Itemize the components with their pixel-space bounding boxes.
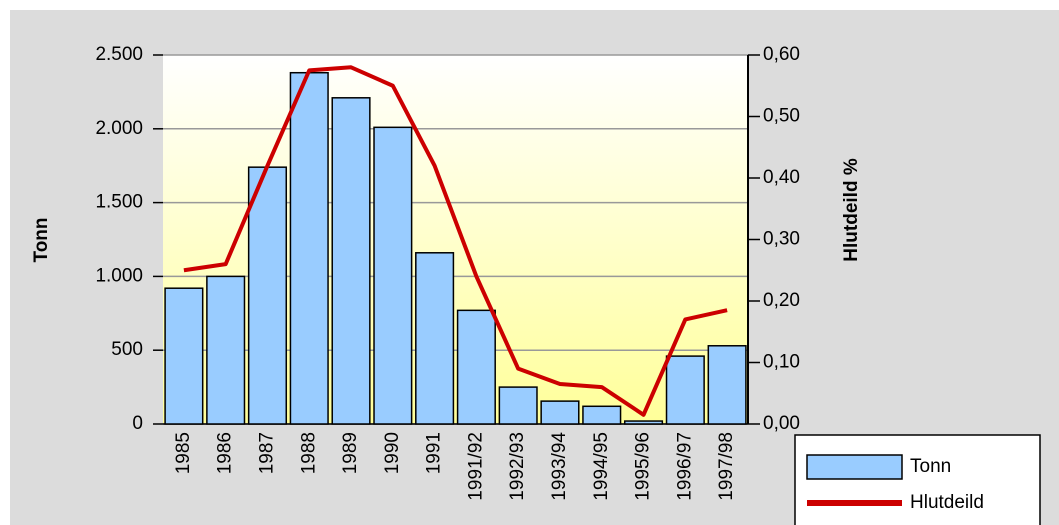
x-tick-label: 1988 [298, 432, 319, 474]
y-tick-label: 500 [111, 339, 143, 360]
y2-tick-label: 0,20 [763, 290, 800, 311]
bar [164, 287, 204, 425]
bar [623, 420, 664, 425]
y-tick-label: 1.500 [95, 192, 143, 213]
y2-tick-label: 0,50 [763, 106, 800, 127]
y-axis-title: Tonn [31, 217, 52, 262]
y2-tick-label: 0,00 [763, 413, 800, 434]
x-tick-label: 1997/98 [716, 432, 737, 501]
bar [289, 71, 329, 425]
y2-tick-label: 0,40 [763, 167, 800, 188]
x-tick-label: 1992/93 [507, 432, 528, 501]
bar [373, 126, 413, 425]
bar [707, 345, 747, 425]
bar [206, 275, 246, 425]
legend-label: Tonn [910, 456, 951, 477]
y2-tick-label: 0,30 [763, 229, 800, 250]
x-tick-label: 1987 [256, 432, 277, 474]
legend-box [794, 434, 1041, 525]
bar [415, 252, 455, 425]
x-tick-label: 1993/94 [549, 432, 570, 501]
x-tick-label: 1989 [340, 432, 361, 474]
y-tick-label: 2.500 [95, 44, 143, 65]
bar [665, 355, 705, 425]
y-tick-label: 0 [132, 413, 143, 434]
x-tick-label: 1995/96 [633, 432, 654, 501]
x-tick-label: 1991/92 [465, 432, 486, 501]
y2-axis-title: Hlutdeild % [841, 158, 862, 262]
bar [456, 309, 496, 425]
bar [582, 405, 622, 425]
x-tick-label: 1996/97 [674, 432, 695, 501]
x-tick-label: 1985 [173, 432, 194, 474]
legend-swatch [806, 454, 903, 480]
bar [331, 97, 371, 425]
x-tick-label: 1990 [382, 432, 403, 474]
y-tick-label: 1.000 [95, 265, 143, 286]
bar [540, 400, 580, 425]
y2-tick-label: 0,60 [763, 44, 800, 65]
x-tick-label: 1991 [424, 432, 445, 474]
y-tick-label: 2.000 [95, 118, 143, 139]
x-tick-label: 1986 [215, 432, 236, 474]
bar [247, 166, 288, 425]
legend-label: Hlutdeild [910, 492, 984, 513]
y2-tick-label: 0,10 [763, 352, 800, 373]
bar [498, 386, 538, 425]
line [183, 65, 728, 417]
x-tick-label: 1994/95 [591, 432, 612, 501]
